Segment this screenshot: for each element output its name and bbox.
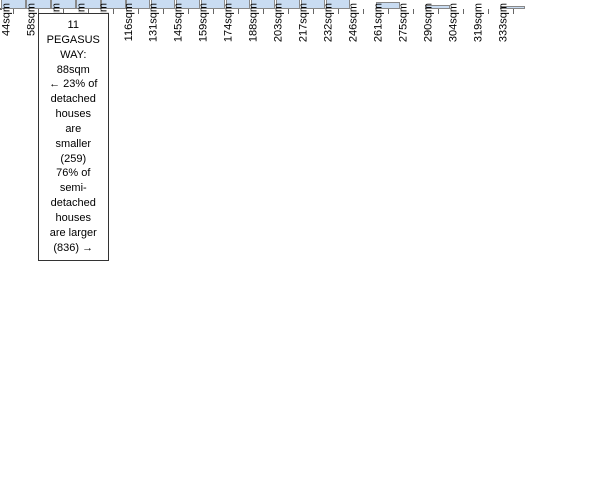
x-tick-label: 188sqm (247, 3, 259, 42)
x-tick-label: 304sqm (447, 3, 459, 42)
x-tick-mark (388, 9, 389, 14)
chart-container: 44sqm58sqm73sqm87sqm102sqm116sqm131sqm14… (0, 0, 600, 500)
x-tick-mark (238, 9, 239, 14)
x-tick-mark (138, 9, 139, 14)
x-tick-label: 131sqm (148, 3, 160, 42)
plot-area: 44sqm58sqm73sqm87sqm102sqm116sqm131sqm14… (0, 8, 2, 10)
x-tick-mark (188, 9, 189, 14)
x-tick-label: 333sqm (497, 3, 509, 42)
annotation-line: 11 PEGASUS WAY: 88sqm (47, 18, 100, 77)
x-tick-label: 290sqm (422, 3, 434, 42)
x-tick-label: 246sqm (347, 3, 359, 42)
x-tick-mark (363, 9, 364, 14)
x-tick-label: 319sqm (472, 3, 484, 42)
x-tick-label: 203sqm (272, 3, 284, 42)
x-tick-label: 261sqm (372, 3, 384, 42)
x-tick-label: 116sqm (123, 3, 135, 41)
x-tick-mark (288, 9, 289, 14)
x-tick-label: 159sqm (198, 3, 210, 42)
x-tick-label: 58sqm (26, 3, 38, 36)
x-tick-mark (413, 9, 414, 14)
x-tick-mark (263, 9, 264, 14)
x-tick-mark (463, 9, 464, 14)
x-tick-mark (513, 9, 514, 14)
annotation-line: 76% of semi-detached houses are larger (… (47, 166, 100, 255)
annotation-box: 11 PEGASUS WAY: 88sqm← 23% of detached h… (38, 13, 109, 261)
x-tick-label: 275sqm (397, 3, 409, 42)
x-tick-label: 174sqm (222, 3, 234, 42)
x-tick-label: 232sqm (322, 3, 334, 42)
x-tick-mark (438, 9, 439, 14)
x-tick-label: 145sqm (173, 3, 185, 42)
x-tick-mark (213, 9, 214, 14)
x-tick-mark (13, 9, 14, 14)
x-tick-mark (163, 9, 164, 14)
x-tick-mark (113, 9, 114, 14)
x-tick-mark (313, 9, 314, 14)
x-tick-mark (488, 9, 489, 14)
x-tick-label: 44sqm (1, 3, 13, 36)
annotation-line: ← 23% of detached houses are smaller (25… (47, 77, 100, 166)
x-tick-label: 217sqm (297, 3, 309, 42)
x-tick-mark (338, 9, 339, 14)
